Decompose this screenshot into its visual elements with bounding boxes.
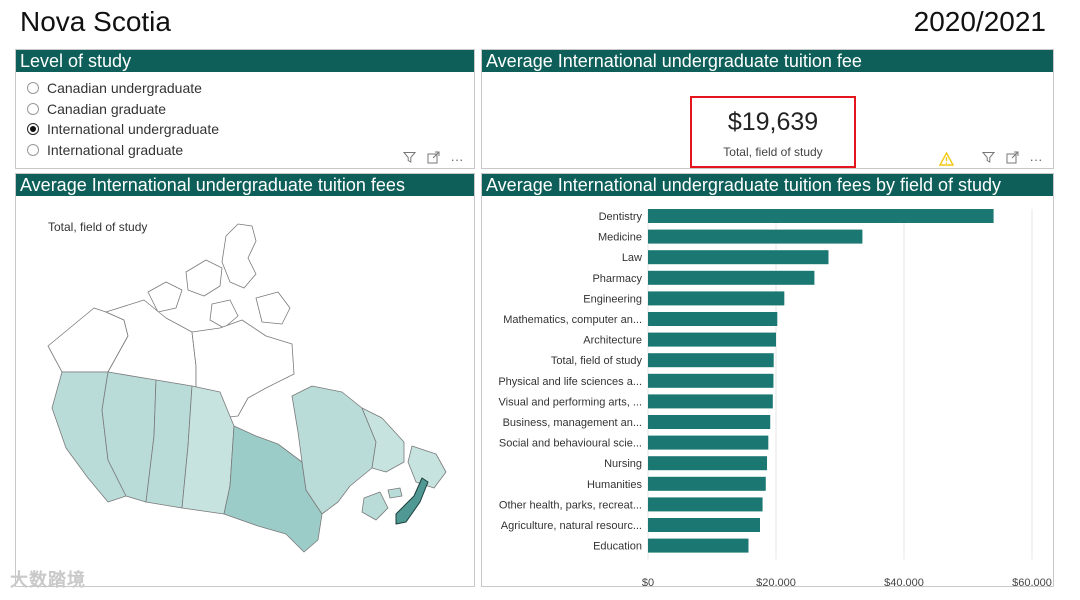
bar[interactable] <box>648 538 749 553</box>
arctic-islands <box>185 259 223 297</box>
level-radio-group: Canadian undergraduate Canadian graduate I… <box>27 78 219 160</box>
bar-chart: $0 $20,000 $40,000 $60,000 Dentistry Medicine… <box>498 209 1052 586</box>
filter-icon[interactable] <box>400 151 418 167</box>
bar[interactable] <box>648 332 776 347</box>
radio-label: Canadian undergraduate <box>47 80 202 97</box>
kpi-subtitle: Total, field of study <box>723 145 823 159</box>
category-label: Law <box>622 252 642 264</box>
arctic-islands <box>255 291 291 325</box>
bar[interactable] <box>648 518 760 532</box>
x-tick-label: $60,000 <box>1012 577 1052 586</box>
level-of-study-panel: Level of study Canadian undergraduate Can… <box>15 49 475 169</box>
bar[interactable] <box>648 435 769 450</box>
watermark-text: 大数踏境 <box>10 570 86 590</box>
radio-button[interactable] <box>27 102 39 115</box>
bar[interactable] <box>648 456 768 471</box>
canada-map[interactable] <box>16 196 474 586</box>
category-label: Architecture <box>583 335 642 347</box>
panel-title: Level of study <box>16 50 474 72</box>
bar[interactable] <box>648 312 778 326</box>
radio-button[interactable] <box>27 143 39 156</box>
category-label: Other health, parks, recreat... <box>499 499 642 511</box>
warning-icon[interactable] <box>938 151 955 170</box>
kpi-card: $19,639 Total, field of study <box>690 96 856 168</box>
region-new-brunswick <box>361 491 389 521</box>
radio-option[interactable]: Canadian graduate <box>27 99 219 120</box>
radio-label: International undergraduate <box>47 121 220 138</box>
bar[interactable] <box>648 270 815 285</box>
category-label: Agriculture, natural resourc... <box>501 520 642 532</box>
category-label: Pharmacy <box>592 273 642 285</box>
category-label: Dentistry <box>599 211 643 223</box>
visual-toolbar: ··· <box>979 151 1045 167</box>
bar[interactable] <box>648 373 774 388</box>
page-title: Nova Scotia <box>20 6 171 37</box>
bar[interactable] <box>648 229 863 244</box>
category-label: Business, management an... <box>503 417 642 429</box>
arctic-islands <box>209 299 239 329</box>
radio-option[interactable]: International graduate <box>27 140 219 161</box>
category-label: Nursing <box>604 458 642 470</box>
region-newfoundland <box>407 445 447 489</box>
category-label: Mathematics, computer an... <box>503 314 642 326</box>
bar[interactable] <box>648 415 771 429</box>
region-pei <box>387 487 403 499</box>
filter-icon[interactable] <box>979 151 997 167</box>
x-tick-label: $20,000 <box>756 577 796 586</box>
map-measure-label: Total, field of study <box>48 220 148 234</box>
category-label: Engineering <box>583 293 642 305</box>
year-label: 2020/2021 <box>913 6 1046 37</box>
kpi-panel: Average International undergraduate tuit… <box>481 49 1054 169</box>
radio-label: Canadian graduate <box>47 100 167 117</box>
more-options-icon[interactable]: ··· <box>450 151 464 167</box>
x-tick-label: $40,000 <box>884 577 924 586</box>
bar[interactable] <box>648 394 773 409</box>
radio-label: International graduate <box>47 141 184 158</box>
bar[interactable] <box>648 209 994 223</box>
category-label: Physical and life sciences a... <box>498 376 642 388</box>
radio-button[interactable] <box>27 82 39 95</box>
bar[interactable] <box>648 291 785 306</box>
watermark-logo: 大数踏境 <box>10 566 86 592</box>
arctic-islands <box>147 281 183 313</box>
radio-button[interactable] <box>27 123 39 136</box>
category-label: Medicine <box>598 232 642 244</box>
category-label: Total, field of study <box>551 355 643 367</box>
category-label: Visual and performing arts, ... <box>499 396 642 408</box>
category-label: Social and behavioural scie... <box>499 438 642 450</box>
focus-mode-icon[interactable] <box>424 151 442 167</box>
arctic-islands <box>221 223 257 289</box>
region-quebec <box>291 385 377 515</box>
kpi-value: $19,639 <box>727 108 819 136</box>
category-label: Humanities <box>587 479 643 491</box>
panel-title: Average International undergraduate tuit… <box>482 50 1053 72</box>
panel-title: Average International undergraduate tuit… <box>16 174 474 196</box>
region-ontario <box>223 425 323 553</box>
category-label: Education <box>593 541 642 553</box>
radio-option[interactable]: International undergraduate <box>27 119 219 140</box>
bar[interactable] <box>648 353 774 368</box>
region-labrador <box>361 407 405 473</box>
bar-chart-panel: Average International undergraduate tuit… <box>481 173 1054 587</box>
panel-title: Average International undergraduate tuit… <box>482 174 1053 196</box>
region-nova-scotia <box>395 477 429 525</box>
map-panel: Average International undergraduate tuit… <box>15 173 475 587</box>
radio-option[interactable]: Canadian undergraduate <box>27 78 219 99</box>
more-options-icon[interactable]: ··· <box>1029 151 1043 167</box>
focus-mode-icon[interactable] <box>1003 151 1021 167</box>
visual-toolbar: ··· <box>400 151 466 167</box>
x-tick-label: $0 <box>642 577 654 586</box>
bar[interactable] <box>648 250 829 265</box>
bar[interactable] <box>648 476 766 491</box>
bar[interactable] <box>648 497 763 512</box>
